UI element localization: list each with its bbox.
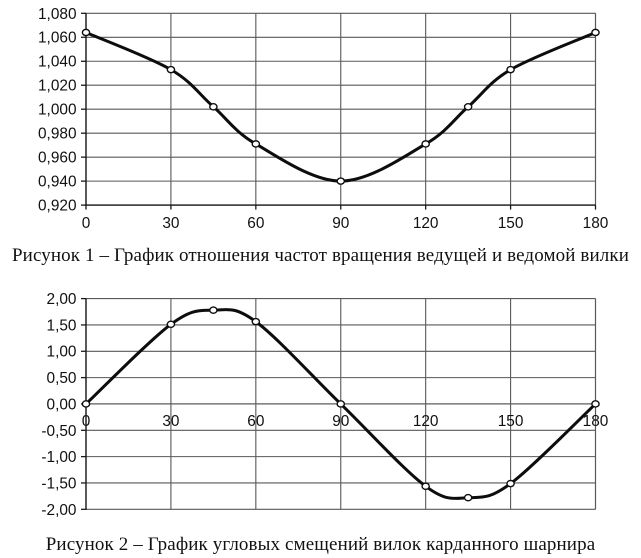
y-tick-label: 0,00	[47, 396, 77, 413]
data-point-marker	[251, 140, 261, 148]
data-point-marker	[209, 103, 218, 111]
data-point-marker	[463, 493, 473, 502]
y-tick-label: 1,020	[38, 78, 77, 95]
x-tick-label: 30	[162, 413, 179, 430]
y-tick-label: 1,50	[47, 317, 77, 334]
figure2-caption: Рисунок 2 – График угловых смещений вило…	[45, 534, 596, 555]
y-tick-label: -1,00	[41, 449, 76, 466]
y-tick-label: 0,50	[47, 370, 77, 387]
x-tick-label: 0	[82, 215, 91, 232]
data-point-marker	[81, 400, 91, 408]
y-tick-label: 1,040	[38, 54, 77, 71]
data-point-marker	[591, 28, 600, 37]
x-tick-label: 150	[498, 413, 524, 430]
data-point-marker	[336, 400, 346, 408]
x-tick-label: 60	[247, 215, 264, 232]
data-point-marker	[209, 306, 218, 314]
data-point-marker	[251, 317, 261, 326]
data-point-marker	[421, 140, 430, 148]
y-tick-label: 0,920	[38, 198, 77, 215]
y-tick-label: -2,00	[41, 502, 76, 519]
x-tick-label: 180	[583, 215, 609, 232]
data-point-marker	[166, 65, 176, 74]
data-point-marker	[166, 320, 176, 329]
y-tick-label: 1,080	[38, 6, 77, 23]
y-tick-label: 2,00	[47, 291, 77, 308]
y-tick-label: 1,00	[47, 344, 77, 361]
x-tick-label: 150	[498, 215, 524, 232]
data-point-marker	[421, 482, 430, 491]
y-tick-label: 1,060	[38, 30, 77, 47]
y-tick-label: -1,50	[41, 475, 76, 492]
y-tick-label: 0,960	[38, 150, 77, 167]
data-point-marker	[591, 400, 600, 408]
y-tick-label: -0,50	[41, 423, 76, 440]
x-tick-label: 0	[82, 413, 91, 430]
data-point-marker	[336, 177, 346, 185]
x-tick-label: 180	[583, 413, 609, 430]
x-tick-label: 90	[332, 215, 349, 232]
x-tick-label: 90	[332, 413, 349, 430]
figure1-caption: Рисунок 1 – График отношения частот вращ…	[11, 245, 629, 266]
data-point-marker	[506, 65, 515, 74]
x-tick-label: 60	[247, 413, 264, 430]
x-tick-label: 30	[162, 215, 179, 232]
data-point-marker	[463, 103, 473, 111]
y-tick-label: 0,980	[38, 126, 77, 143]
y-tick-label: 1,000	[38, 102, 77, 119]
x-tick-label: 120	[413, 215, 439, 232]
y-tick-label: 0,940	[38, 174, 77, 191]
x-tick-label: 120	[413, 413, 439, 430]
data-point-marker	[81, 28, 91, 37]
data-point-marker	[506, 479, 515, 488]
